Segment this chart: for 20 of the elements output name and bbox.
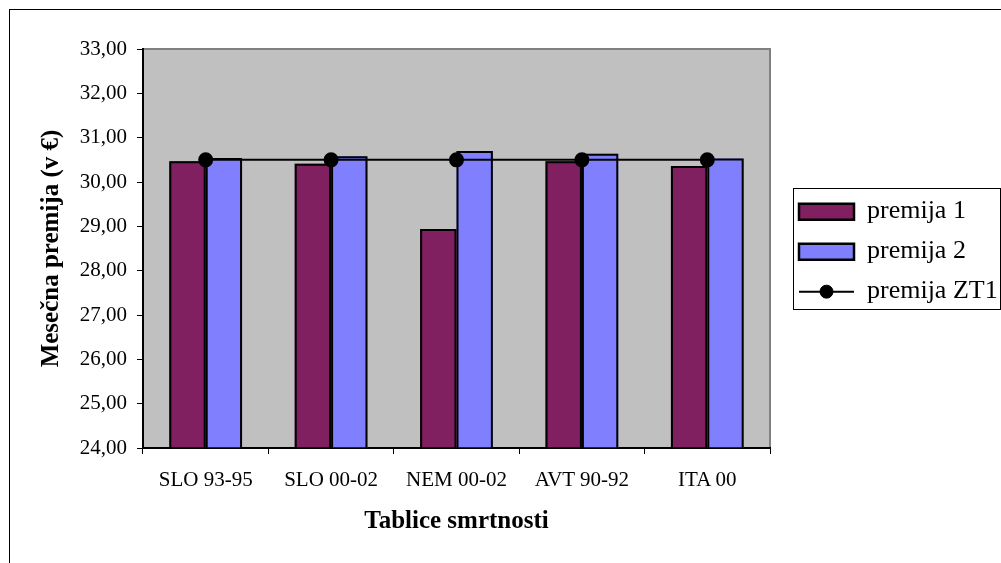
y-tick-label: 28,00	[79, 257, 127, 282]
x-tick-label: SLO 00-02	[284, 467, 379, 492]
y-tick-label: 33,00	[79, 35, 127, 60]
legend-label: premija ZT1	[867, 275, 998, 305]
y-tick-label: 27,00	[79, 301, 127, 326]
x-tick-label: SLO 93-95	[158, 467, 253, 492]
x-tick-label: AVT 90-92	[534, 467, 630, 492]
y-tick-label: 29,00	[79, 212, 127, 237]
y-tick-label: 30,00	[79, 168, 127, 193]
legend-label: premija 1	[867, 195, 966, 225]
y-tick-label: 25,00	[79, 390, 127, 415]
y-tick-label: 32,00	[79, 79, 127, 104]
x-axis-title: Tablice smrtnosti	[364, 506, 549, 534]
y-tick-label: 26,00	[79, 345, 127, 370]
y-axis-title: Mesečna premija (v €)	[36, 129, 65, 368]
y-tick-label: 31,00	[79, 124, 127, 149]
x-tick-label: ITA 00	[678, 467, 737, 492]
y-tick-label: 24,00	[79, 434, 127, 459]
x-tick-label: NEM 00-02	[406, 467, 507, 492]
legend-label: premija 2	[867, 235, 966, 265]
